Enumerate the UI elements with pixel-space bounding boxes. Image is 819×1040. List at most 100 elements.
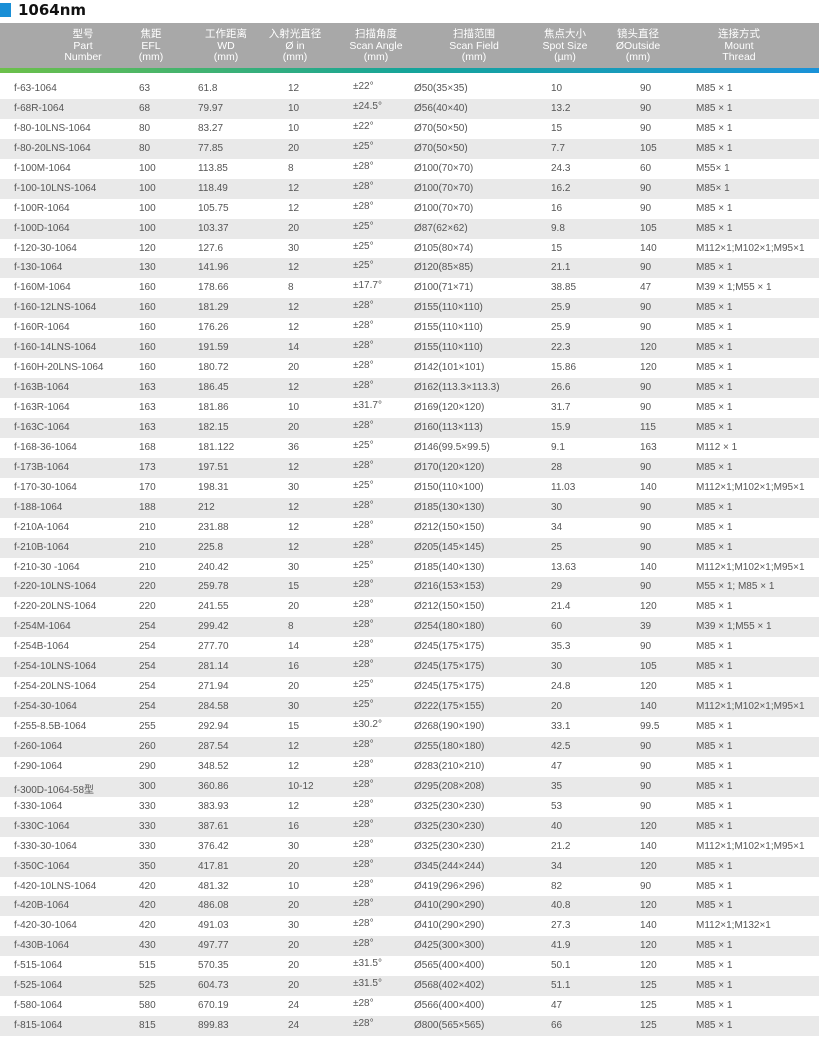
cell-scan-angle: ±28° [353,300,374,312]
cell-scan-angle: ±28° [353,918,374,930]
table-row: f-160-12LNS-1064 160 181.29 12 ±28° Ø155(110×… [0,298,819,319]
cell-outside-diameter: 90 [640,521,652,533]
column-header-line: Scan Field [449,39,499,52]
cell-scan-field: Ø325(230×230) [414,820,485,832]
cell-part-number: f-160M-1064 [14,282,71,294]
cell-outside-diameter: 115 [640,421,656,433]
cell-spot-size: 25.9 [551,302,571,314]
cell-wd: 127.6 [198,242,224,254]
cell-mount-thread: M85 × 1 [696,362,733,374]
cell-mount-thread: M85 × 1 [696,342,733,354]
cell-mount-thread: M85 × 1 [696,760,733,772]
cell-wd: 180.72 [198,362,229,374]
cell-beam-diameter: 8 [288,621,294,633]
table-row: f-163C-1064 163 182.15 20 ±28° Ø160(113×113) 1… [0,417,819,438]
cell-spot-size: 27.3 [551,920,571,932]
column-header-line: EFL [141,39,161,52]
cell-spot-size: 24.8 [551,681,571,693]
cell-scan-field: Ø100(70×70) [414,162,474,174]
cell-efl: 160 [139,342,156,354]
cell-outside-diameter: 163 [640,441,657,453]
cell-part-number: f-300D-1064-58型 [14,784,95,796]
cell-mount-thread: M85 × 1 [696,960,733,972]
cell-outside-diameter: 90 [640,760,652,772]
cell-scan-angle: ±24.5° [353,100,382,112]
cell-scan-angle: ±17.7° [353,280,382,292]
cell-outside-diameter: 120 [640,342,657,354]
cell-wd: 79.97 [198,102,224,114]
cell-efl: 330 [139,840,156,852]
cell-efl: 100 [139,162,156,174]
cell-beam-diameter: 14 [288,342,300,354]
column-header-line: Spot Size [542,39,588,52]
cell-spot-size: 10 [551,83,563,94]
column-header-line: Ø in [285,39,305,52]
cell-scan-field: Ø87(62×62) [414,222,468,234]
cell-scan-field: Ø212(150×150) [414,601,485,613]
cell-scan-angle: ±28° [353,758,374,770]
cell-scan-field: Ø216(153×153) [414,581,485,593]
cell-scan-angle: ±28° [353,838,374,850]
cell-wd: 348.52 [198,760,229,772]
table-row: f-815-1064 815 899.83 24 ±28° Ø800(565×565) 66… [0,1016,819,1036]
cell-outside-diameter: 90 [640,581,652,593]
cell-beam-diameter: 20 [288,860,300,872]
cell-wd: 225.8 [198,541,224,553]
cell-part-number: f-188-1064 [14,501,63,513]
cell-spot-size: 50.1 [551,960,571,972]
cell-scan-angle: ±22° [353,120,374,132]
cell-spot-size: 26.6 [551,382,571,394]
cell-part-number: f-330-1064 [14,800,63,812]
cell-wd: 287.54 [198,740,229,752]
cell-spot-size: 35 [551,780,563,792]
table-row: f-330-1064 330 383.93 12 ±28° Ø325(230×230) 53… [0,797,819,817]
cell-efl: 254 [139,681,156,693]
cell-scan-field: Ø283(210×210) [414,760,485,772]
cell-mount-thread: M112×1;M132×1 [696,920,771,932]
cell-outside-diameter: 120 [640,860,657,872]
cell-efl: 80 [139,122,151,134]
cell-mount-thread: M85 × 1 [696,780,733,792]
cell-part-number: f-254-20LNS-1064 [14,681,97,693]
cell-mount-thread: M85 × 1 [696,541,733,553]
cell-scan-field: Ø245(175×175) [414,661,485,673]
cell-efl: 80 [139,142,151,154]
cell-spot-size: 15 [551,242,563,254]
cell-efl: 63 [139,83,151,94]
cell-spot-size: 33.1 [551,721,571,732]
cell-wd: 299.42 [198,621,229,633]
cell-beam-diameter: 20 [288,681,300,693]
cell-scan-angle: ±25° [353,439,374,451]
cell-wd: 281.14 [198,661,229,673]
table-row: f-170-30-1064 170 198.31 30 ±25° Ø150(110×100… [0,478,819,498]
cell-spot-size: 28 [551,461,563,473]
cell-outside-diameter: 125 [640,980,657,992]
cell-mount-thread: M112 × 1 [696,441,738,453]
cell-scan-angle: ±28° [353,160,374,172]
cell-outside-diameter: 90 [640,102,652,114]
table-row: f-254-30-1064 254 284.58 30 ±25° Ø222(175×155… [0,697,819,717]
cell-scan-angle: ±28° [353,539,374,551]
cell-scan-field: Ø150(110×100) [414,481,484,493]
cell-wd: 387.61 [198,820,229,832]
cell-part-number: f-430B-1064 [14,940,70,952]
cell-spot-size: 38.85 [551,282,577,294]
cell-scan-angle: ±28° [353,459,374,471]
column-header-line: (mm) [138,51,164,63]
cell-part-number: f-160R-1064 [14,322,70,334]
cell-wd: 497.77 [198,940,229,952]
cell-beam-diameter: 20 [288,601,300,613]
cell-spot-size: 29 [551,581,563,593]
cell-efl: 120 [139,242,156,254]
cell-wd: 103.37 [198,222,229,234]
cell-spot-size: 47 [551,760,563,772]
cell-spot-size: 21.4 [551,601,571,613]
cell-efl: 290 [139,760,156,772]
cell-efl: 160 [139,362,156,374]
cell-spot-size: 9.1 [551,441,565,453]
cell-efl: 170 [139,481,156,493]
cell-spot-size: 31.7 [551,402,571,413]
cell-outside-diameter: 90 [640,322,652,334]
cell-part-number: f-163R-1064 [14,402,70,413]
cell-wd: 292.94 [198,721,229,732]
